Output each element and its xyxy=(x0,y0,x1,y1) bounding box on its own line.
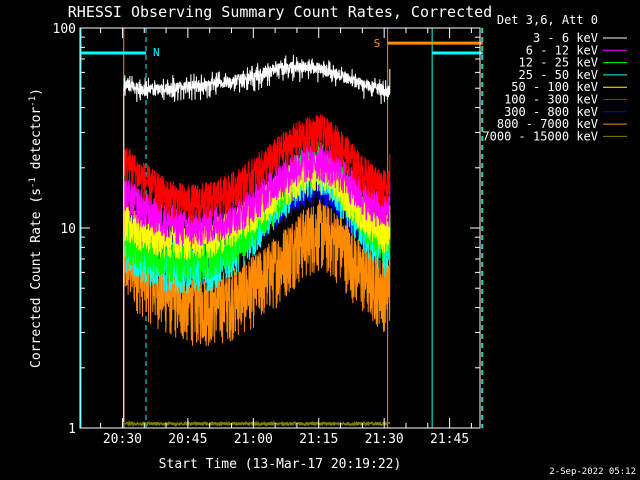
legend-label-4: 50 - 100 keV xyxy=(511,80,598,94)
legend-label-7: 800 - 7000 keV xyxy=(497,117,598,131)
axis-ticks: 20:30 20:45 21:00 21:15 21:30 21:45 1 10 100 xyxy=(53,22,480,447)
timestamp: 2-Sep-2022 05:12 xyxy=(549,467,636,477)
y-tick-label-1: 10 xyxy=(60,222,76,237)
legend-label-5: 100 - 300 keV xyxy=(504,93,598,107)
y-tick-label-0: 1 xyxy=(68,422,76,437)
series-line-4 xyxy=(123,156,391,428)
y-axis-label-mid: detector xyxy=(29,107,44,178)
series-line-7 xyxy=(123,199,391,428)
y-axis-label-sup1: -1 xyxy=(28,177,38,188)
legend-label-3: 25 - 50 keV xyxy=(519,68,598,82)
legend-header: Det 3,6, Att 0 xyxy=(497,13,598,27)
y-axis-label: Corrected Count Rate (s-1 detector-1) xyxy=(28,88,44,368)
x-tick-label-2: 21:00 xyxy=(234,432,273,447)
legend-label-6: 300 - 800 keV xyxy=(504,105,598,119)
series-line-0 xyxy=(123,54,391,428)
x-axis-label: Start Time (13-Mar-17 20:19:22) xyxy=(159,457,402,472)
y-axis-label-sup2: -1 xyxy=(28,96,38,107)
y-axis-label-end: ) xyxy=(29,88,44,96)
x-tick-label-5: 21:45 xyxy=(430,432,469,447)
x-tick-label-3: 21:15 xyxy=(299,432,338,447)
x-tick-label-1: 20:45 xyxy=(168,432,207,447)
legend-label-2: 12 - 25 keV xyxy=(519,56,598,70)
y-tick-label-2: 100 xyxy=(53,22,76,37)
legend-label-0: 3 - 6 keV xyxy=(533,31,598,45)
series-layer xyxy=(123,54,391,428)
saa-marker-label: S xyxy=(374,37,381,50)
marker-bars: NS xyxy=(80,37,483,59)
series-line-1 xyxy=(123,143,391,428)
chart-title: RHESSI Observing Summary Count Rates, Co… xyxy=(68,3,492,21)
legend-label-8: 7000 - 15000 keV xyxy=(482,129,598,143)
x-tick-label-4: 21:30 xyxy=(365,432,404,447)
series-line-5 xyxy=(123,114,391,428)
series-line-8 xyxy=(123,420,391,428)
y-axis-label-main: Corrected Count Rate (s xyxy=(29,188,44,368)
night-marker-label: N xyxy=(153,46,160,59)
legend-label-1: 6 - 12 keV xyxy=(526,43,598,57)
x-tick-label-0: 20:30 xyxy=(103,432,142,447)
